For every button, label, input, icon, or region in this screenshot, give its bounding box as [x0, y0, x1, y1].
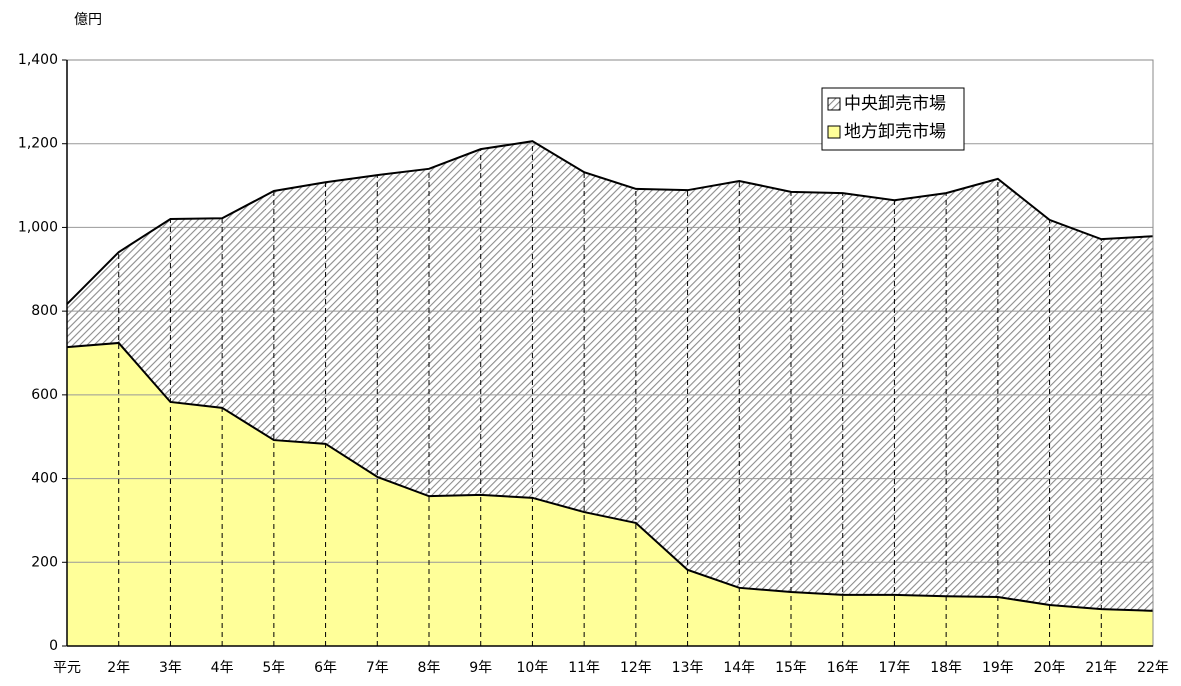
x-tick-label: 5年 — [262, 660, 285, 676]
x-tick-label: 18年 — [930, 660, 962, 676]
x-tick-label: 19年 — [982, 660, 1014, 676]
area — [67, 141, 1153, 611]
area-line — [66, 341, 1154, 612]
legend-label: 中央卸売市場 — [844, 94, 946, 114]
x-tick-label: 12年 — [620, 660, 652, 676]
x-tick-label: 10年 — [517, 660, 549, 676]
x-tick-label: 17年 — [879, 660, 911, 676]
y-axis-label: 億円 — [74, 12, 102, 28]
x-tick-label: 7年 — [366, 660, 389, 676]
legend-swatch — [827, 125, 841, 139]
x-tick-label: 20年 — [1034, 660, 1066, 676]
legend-label: 地方卸売市場 — [844, 122, 946, 142]
area — [67, 342, 1153, 646]
legend-swatch — [827, 97, 841, 111]
x-tick-label: 13年 — [672, 660, 704, 676]
y-tick-label: 1,200 — [18, 136, 58, 152]
legend-box — [821, 87, 965, 151]
y-tick-label: 1,000 — [18, 219, 58, 235]
x-tick-label: 平元 — [53, 660, 81, 676]
x-tick-label: 8年 — [418, 660, 441, 676]
x-tick-label: 16年 — [827, 660, 859, 676]
y-tick-label: 1,400 — [18, 52, 58, 68]
x-tick-label: 9年 — [469, 660, 492, 676]
x-tick-label: 15年 — [775, 660, 807, 676]
x-tick-label: 2年 — [107, 660, 130, 676]
y-tick-label: 400 — [31, 471, 58, 487]
x-tick-label: 4年 — [211, 660, 234, 676]
y-tick-label: 0 — [49, 638, 58, 654]
x-tick-label: 6年 — [314, 660, 337, 676]
x-tick-label: 21年 — [1085, 660, 1117, 676]
y-tick-label: 200 — [31, 554, 58, 570]
x-tick-label: 14年 — [723, 660, 755, 676]
x-tick-label: 22年 — [1137, 660, 1169, 676]
area-line — [66, 140, 1154, 305]
x-tick-label: 11年 — [568, 660, 600, 676]
y-tick-label: 800 — [31, 303, 58, 319]
y-tick-label: 600 — [31, 387, 58, 403]
x-tick-label: 3年 — [159, 660, 182, 676]
